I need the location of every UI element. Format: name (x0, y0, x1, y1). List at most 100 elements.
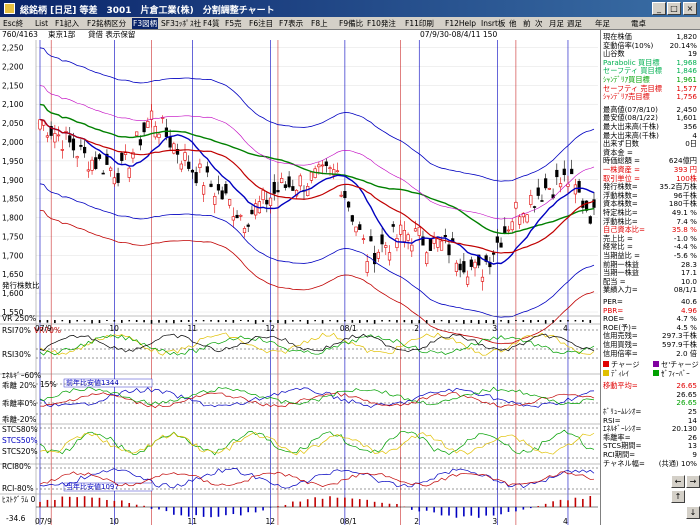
volume-bar (463, 320, 465, 324)
menu-item-6[interactable]: F4質 (203, 19, 220, 28)
menu-item-18[interactable]: 次 (535, 19, 543, 28)
histogram-bar (225, 507, 227, 516)
menu-item-7[interactable]: F5売 (225, 19, 242, 28)
note-box-this-year (63, 482, 153, 492)
price-tick-label: 1,950 (2, 157, 24, 166)
histogram-bar (411, 507, 413, 510)
period-label: 07/9/30-08/4/11 150 (420, 30, 498, 39)
candle-body (265, 199, 269, 205)
histogram-bar (552, 501, 554, 507)
nav-down-button[interactable]: ↓ (686, 506, 700, 519)
minimize-button[interactable]: _ (652, 2, 666, 15)
candle-body (309, 171, 314, 181)
kairi-label-energy: ｴﾈﾙｷﾞｰ60% (2, 371, 41, 380)
maximize-button[interactable]: □ (667, 2, 681, 15)
menu-item-3[interactable]: F2銘柄区分 (87, 19, 127, 28)
menu-item-15[interactable]: Insrt板 (481, 19, 506, 28)
menu-item-10[interactable]: F8上 (311, 19, 328, 28)
menu-item-1[interactable]: List (35, 19, 49, 28)
volume-bar (477, 320, 480, 324)
nav-right-button[interactable]: → (686, 475, 700, 488)
candle-body (384, 245, 388, 248)
menu-item-0[interactable]: Esc終 (3, 19, 24, 28)
volume-bar (150, 320, 153, 324)
nav-left-button[interactable]: ← (671, 475, 685, 488)
price-chart[interactable]: 2,250 2,200 2,150 2,100 2,050 2,000 1,950 1,900… (0, 40, 600, 525)
histogram-bar (433, 507, 435, 513)
menu-item-20[interactable]: 週足 (567, 19, 582, 28)
stat3-4-value: 297.3千株 (662, 331, 697, 341)
volume-bar (373, 320, 376, 324)
candle-body (592, 199, 596, 208)
histogram-bar (39, 501, 41, 507)
volume-bar (195, 320, 197, 322)
nav-up-button[interactable]: ↑ (671, 490, 685, 503)
candle-body (90, 159, 94, 171)
candle-body (183, 152, 187, 161)
histogram-bar (98, 497, 101, 507)
stat2-7-label: 一株資産 = (603, 165, 641, 174)
volume-bar (403, 320, 406, 323)
histogram-bar (306, 499, 309, 507)
stat-5-label: ｼｬﾝﾃﾞﾘｱ買目標 (603, 75, 650, 84)
candle-body (157, 133, 161, 138)
menu-item-2[interactable]: F1記入 (55, 19, 80, 28)
menu-item-14[interactable]: F12Help (445, 19, 476, 28)
rsi-label-1: VR70% (34, 326, 61, 335)
candle-body (328, 167, 332, 169)
menu-item-13[interactable]: F11印刷 (405, 19, 434, 28)
volume-bar (292, 320, 294, 322)
menu-item-12[interactable]: F10発注 (367, 19, 396, 28)
candle-body (540, 200, 544, 202)
volume-bar (537, 320, 540, 323)
close-button[interactable]: × (683, 2, 697, 15)
stat-2-value: 19 (687, 49, 697, 59)
candle-body (94, 157, 98, 169)
kairi-line-green (39, 386, 595, 406)
menu-item-8[interactable]: F6注目 (249, 19, 274, 28)
candle-body (354, 226, 358, 233)
candle-body (358, 224, 362, 230)
menu-item-9[interactable]: F7表示 (279, 19, 304, 28)
date-label-top: 10 (109, 324, 119, 333)
stat2-13-value: 7.4 % (676, 216, 697, 226)
upper-band-line (39, 47, 595, 182)
candle-body (49, 126, 53, 136)
menu-item-19[interactable]: 月足 (549, 19, 564, 28)
menu-item-5[interactable]: SF3ｺｯﾎﾟｽ社 (161, 19, 202, 28)
legend-swatch-0 (603, 361, 609, 368)
histogram-min-label: -34.6 (6, 514, 26, 523)
candle-body (361, 238, 366, 240)
candle-body (179, 163, 183, 170)
stat4-4-label: RSI= (603, 415, 621, 425)
candle-body (228, 199, 232, 206)
volume-bar (83, 320, 86, 322)
candle-body (510, 221, 514, 231)
menu-item-22[interactable]: 電卓 (631, 19, 646, 28)
candle-body (376, 251, 380, 259)
candle-body (365, 261, 369, 273)
ma-mid-line (39, 118, 595, 254)
stat4-5-value: 20.130 (671, 424, 697, 434)
stat2-16-value: -4.4 % (673, 242, 697, 252)
mode-label: 貸借 表示保留 (88, 30, 136, 39)
price-tick-label: 1,750 (2, 232, 24, 241)
menu-item-17[interactable]: 前 (523, 19, 531, 28)
menu-item-4[interactable]: F3図柄 (132, 18, 159, 29)
menu-item-11[interactable]: F9備比 (339, 19, 364, 28)
price-tick-label: 1,550 (2, 308, 24, 317)
menu-item-21[interactable]: 年足 (595, 19, 610, 28)
date-label-top: 07/9 (35, 324, 52, 333)
stat4-3-label: ﾎﾞﾘｭｰﾑﾚｼｵ= (603, 407, 642, 416)
menu-item-16[interactable]: 他 (509, 19, 517, 28)
stat2-9-value: 35.2百万株 (659, 182, 697, 192)
histogram-bar (455, 507, 458, 518)
stat-3-value: 1,968 (676, 57, 697, 67)
volume-bar (418, 320, 421, 324)
stcs-label-2: STCS20% (2, 447, 38, 456)
price-tick-label: 2,150 (2, 81, 24, 90)
candle-body (190, 169, 195, 173)
kairi-label-20: 乖離 20% (2, 380, 36, 390)
candle-body (86, 169, 90, 172)
candle-body (577, 181, 581, 193)
